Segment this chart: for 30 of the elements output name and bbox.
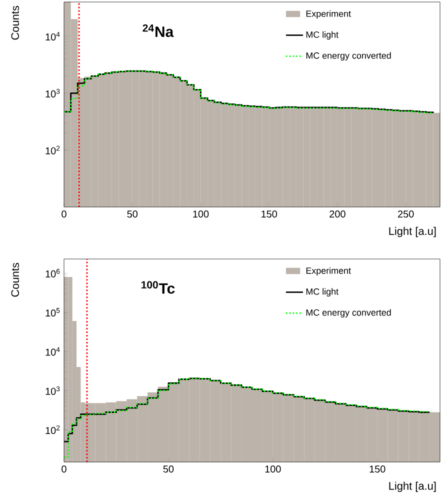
y-tick-label: 10$^{2}$	[46, 425, 60, 434]
x-tick-label: 50	[163, 466, 174, 473]
x-tick-label: 200	[330, 210, 346, 218]
x-tick-label: 0	[62, 210, 66, 218]
x-tick-label: 50	[127, 210, 138, 218]
y-axis-title: Counts	[11, 262, 19, 297]
legend-label: Experiment	[306, 10, 351, 19]
x-axis-title: Light [a.u]	[389, 226, 436, 238]
text: $^{24}$Na	[142, 24, 174, 38]
y-tick-label: 10$^{4}$	[46, 32, 60, 41]
y-tick-label: 10$^{2}$	[46, 146, 60, 154]
y-tick-label: 10$^{5}$	[46, 308, 60, 317]
x-tick-label: 100	[265, 466, 281, 473]
x-axis-title: Light [a.u]	[389, 482, 436, 492]
y-axis-title: Counts	[11, 6, 19, 40]
y-tick-label: 10$^{4}$	[46, 347, 60, 356]
legend-label: MC energy converted	[306, 52, 391, 61]
y-tick-label: 10$^{3}$	[46, 88, 60, 98]
x-tick-label: 150	[370, 466, 386, 473]
y-tick-label: 10$^{3}$	[46, 386, 60, 395]
x-tick-label: 150	[262, 210, 278, 218]
legend-label: MC light	[306, 31, 338, 40]
legend-label: Experiment	[306, 267, 351, 276]
x-tick-label: 100	[193, 210, 209, 218]
x-tick-label: 250	[398, 210, 414, 218]
y-tick-label: 10$^{6}$	[46, 268, 60, 278]
text: $^{100}$Tc	[142, 281, 175, 294]
legend-label: MC light	[306, 288, 338, 297]
legend-label: MC energy converted	[306, 309, 391, 318]
x-tick-label: 0	[62, 466, 66, 473]
